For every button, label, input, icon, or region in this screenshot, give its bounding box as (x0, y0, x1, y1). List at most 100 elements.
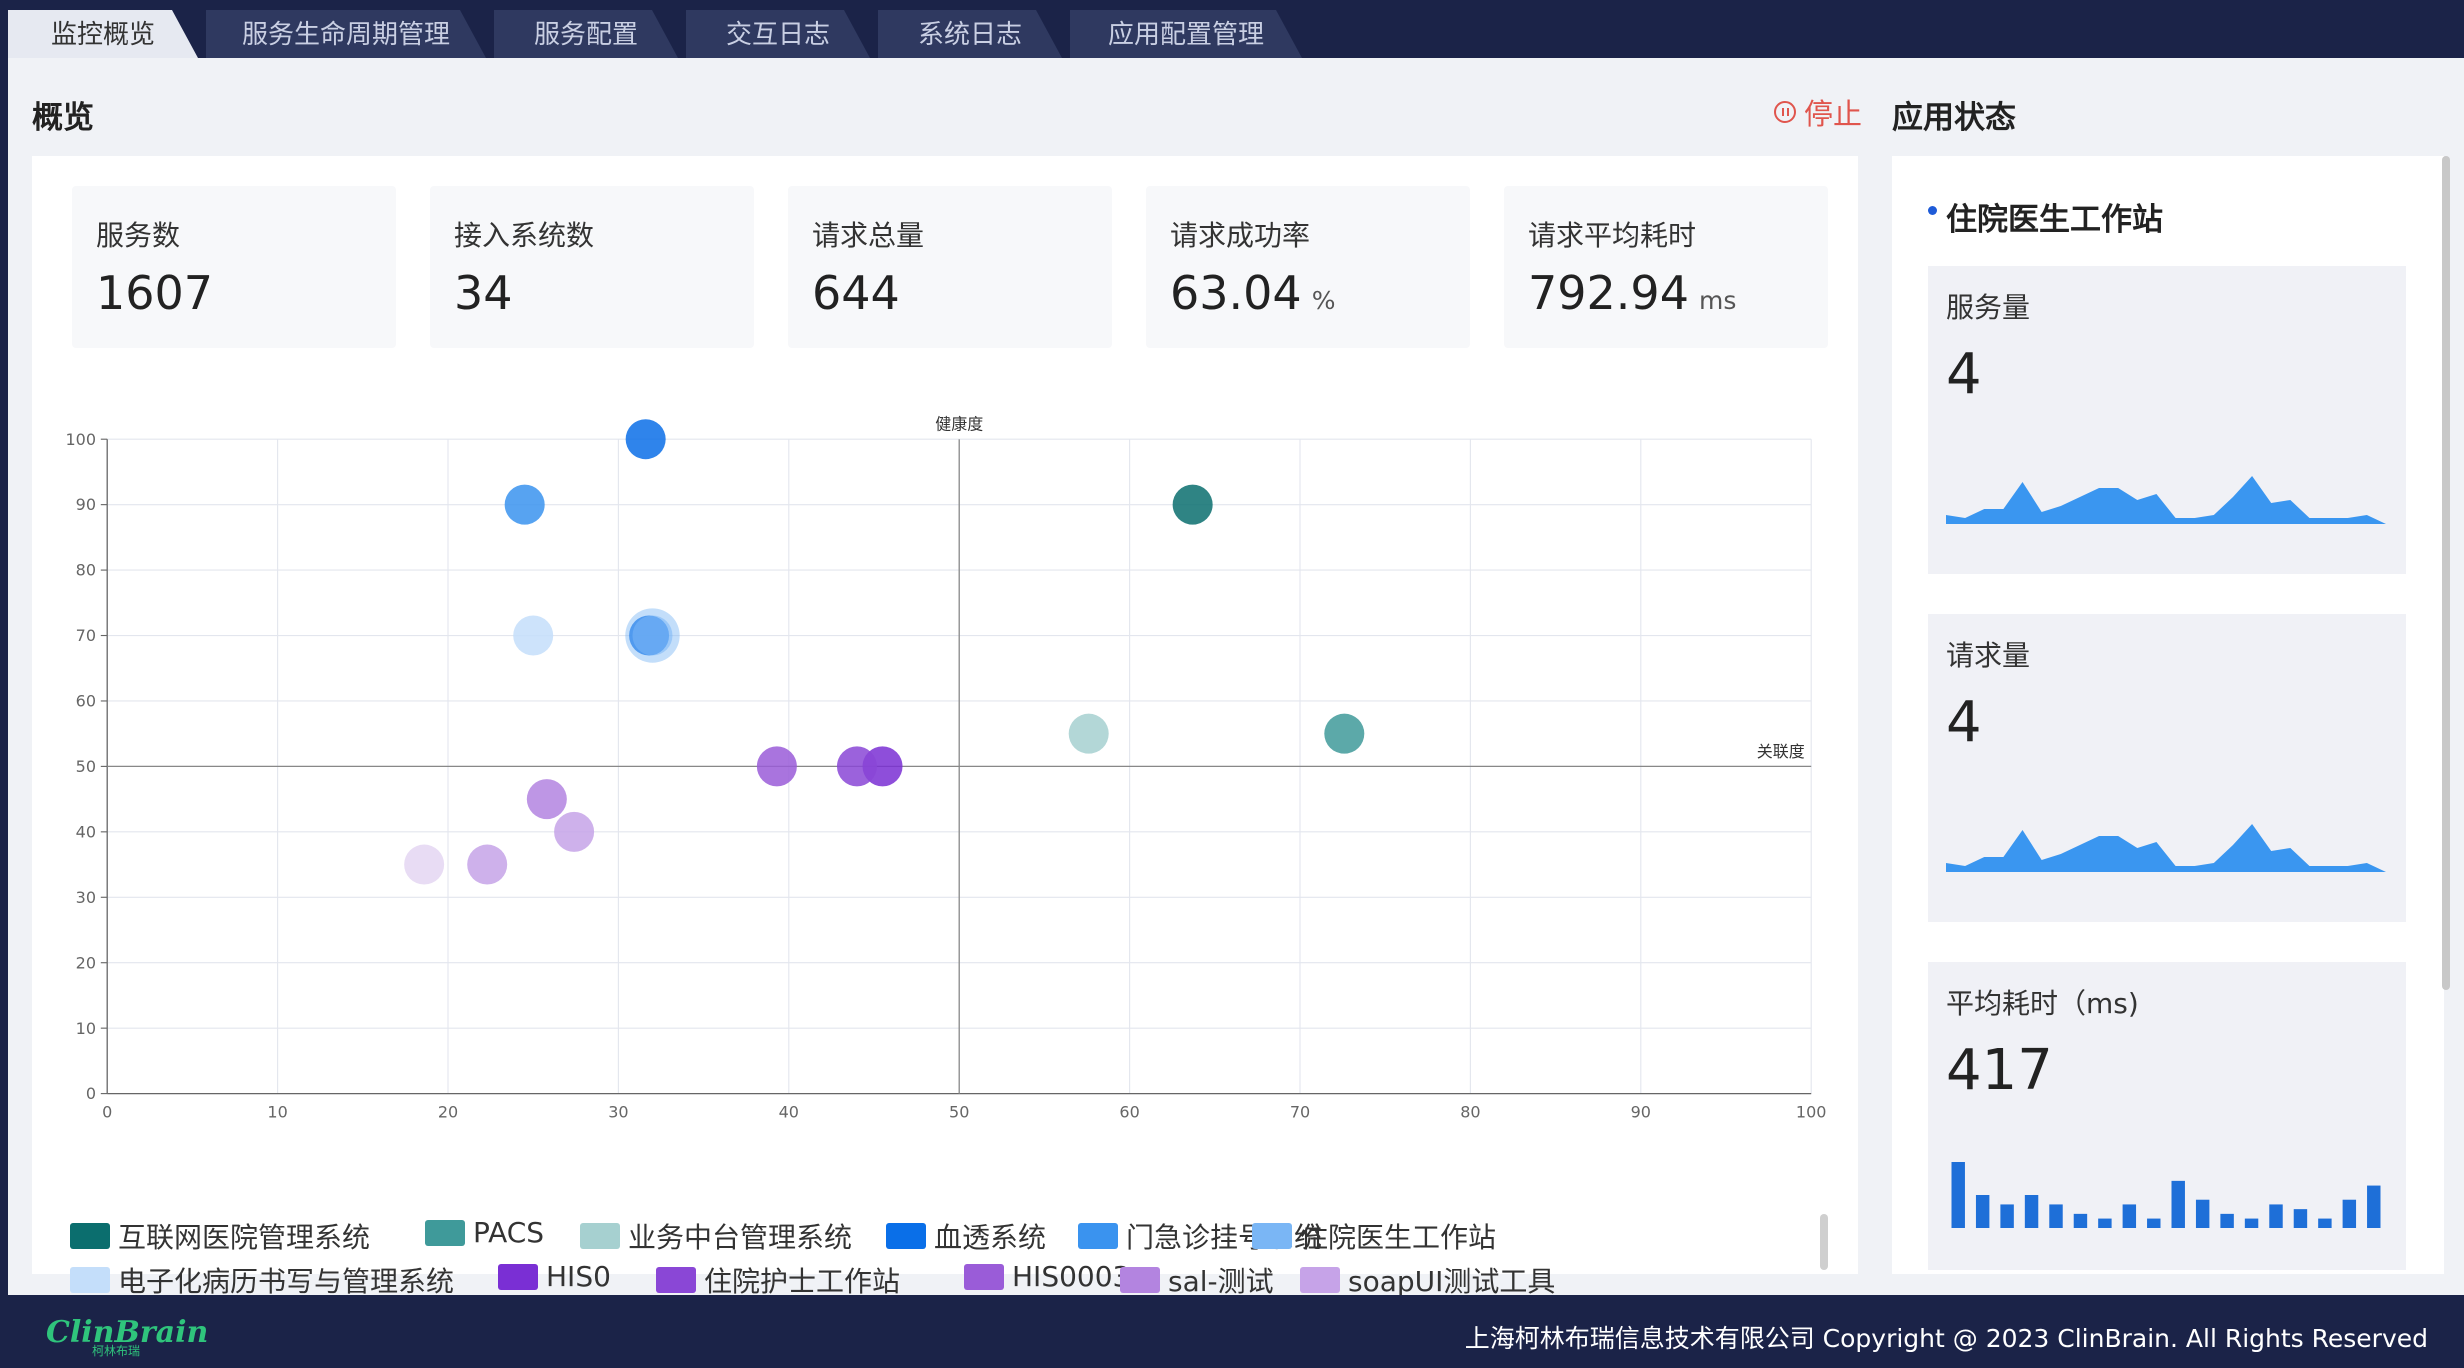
legend-label: 电子化病历书写与管理系统 (118, 1265, 455, 1298)
sparkline-bar (2244, 1218, 2259, 1228)
x-tick-label: 70 (1290, 1103, 1310, 1122)
scatter-point (756, 746, 797, 787)
metric-value: 4 (1946, 690, 1982, 755)
app-status-scrollbar[interactable] (2442, 156, 2450, 990)
y-tick-label: 90 (76, 495, 96, 514)
tab-monitor-overview[interactable]: 监控概览 (8, 10, 198, 58)
legend-item[interactable]: HIS0003 (964, 1260, 1130, 1293)
stat-card-avg-time: 请求平均耗时 792.94 ms (1504, 186, 1828, 348)
scatter-point (1068, 713, 1109, 754)
stat-card-requests: 请求总量 644 (788, 186, 1112, 348)
y-tick-label: 40 (76, 822, 96, 841)
bullet-dot-icon (1928, 206, 1937, 215)
sparkline-bar (2195, 1199, 2210, 1228)
legend-swatch (656, 1267, 696, 1293)
scatter-point (467, 844, 508, 885)
legend-item[interactable]: sal-测试 (1120, 1260, 1274, 1300)
legend-label: 住院护士工作站 (704, 1265, 901, 1298)
legend-item[interactable]: 业务中台管理系统 (580, 1216, 852, 1256)
y-tick-label: 100 (65, 430, 96, 449)
x-tick-label: 30 (608, 1103, 628, 1122)
stat-unit: ms (1698, 286, 1737, 315)
legend-item[interactable]: 电子化病历书写与管理系统 (70, 1260, 454, 1300)
x-tick-label: 100 (1796, 1103, 1827, 1122)
legend-item[interactable]: 住院护士工作站 (656, 1260, 900, 1300)
sparkline-bar (1951, 1162, 1965, 1228)
legend-label: 互联网医院管理系统 (118, 1221, 371, 1254)
stat-label: 请求总量 (812, 219, 925, 252)
sparkline-bar (2342, 1199, 2357, 1228)
health-relevance-scatter-chart: 0 10 20 30 40 50 60 70 80 90 100 0 10 20 30 40 50 60 70 80 9… (65, 415, 1826, 1122)
legend-item[interactable]: 血透系统 (886, 1216, 1046, 1256)
sparkline-bar (2098, 1218, 2112, 1228)
metric-card-service-count: 服务量 4 (1928, 266, 2406, 574)
metric-card-request-count: 请求量 4 (1928, 614, 2406, 922)
legend-swatch (498, 1263, 538, 1290)
y-tick-label: 80 (76, 561, 96, 580)
legend-label: 业务中台管理系统 (628, 1221, 853, 1254)
footer: ClinBrain 柯林布瑞 上海柯林布瑞信息技术有限公司 Copyright … (0, 1295, 2464, 1368)
legend-swatch (1078, 1223, 1118, 1249)
scatter-point (504, 484, 545, 525)
x-tick-label: 50 (949, 1103, 969, 1122)
scatter-point (526, 779, 567, 820)
scatter-point (632, 615, 673, 656)
stat-label: 请求成功率 (1170, 219, 1311, 252)
y-tick-label: 50 (76, 757, 96, 776)
tab-service-lifecycle[interactable]: 服务生命周期管理 (206, 10, 486, 58)
main-content: 概览 停止 应用状态 服务数 1607 接入系统数 34 请求总量 644 请求… (8, 58, 2464, 1298)
scatter-point (1324, 713, 1365, 754)
legend-item[interactable]: PACS (425, 1216, 544, 1249)
stat-value: 644 (812, 266, 900, 320)
scatter-point (513, 615, 554, 656)
legend-item[interactable]: 住院医生工作站 (1252, 1216, 1496, 1256)
tab-interaction-log[interactable]: 交互日志 (686, 10, 870, 58)
copyright-text: 上海柯林布瑞信息技术有限公司 Copyright @ 2023 ClinBrai… (1464, 1324, 2428, 1353)
y-tick-label: 20 (76, 953, 96, 972)
metric-label: 服务量 (1946, 291, 2031, 324)
legend-scrollbar[interactable] (1820, 1214, 1828, 1270)
metric-label: 平均耗时（ms) (1946, 987, 2139, 1020)
legend-item[interactable]: soapUI测试工具 (1300, 1260, 1555, 1300)
legend-label: sal-测试 (1168, 1265, 1274, 1298)
sparkline-bar (2293, 1209, 2308, 1228)
legend-label: HIS0 (546, 1260, 611, 1293)
overview-panel: 服务数 1607 接入系统数 34 请求总量 644 请求成功率 63.04% … (32, 156, 1858, 1298)
tab-app-config[interactable]: 应用配置管理 (1070, 10, 1302, 58)
y-tick-label: 30 (76, 888, 96, 907)
metric-label: 请求量 (1946, 639, 2031, 672)
legend-label: PACS (473, 1216, 545, 1249)
top-nav-bar: 监控概览 服务生命周期管理 服务配置 交互日志 系统日志 应用配置管理 (0, 0, 2464, 58)
legend-label: soapUI测试工具 (1348, 1265, 1556, 1298)
tab-system-log[interactable]: 系统日志 (878, 10, 1062, 58)
x-tick-label: 10 (267, 1103, 287, 1122)
legend-item[interactable]: HIS0 (498, 1260, 611, 1293)
sparkline-bar (2269, 1204, 2283, 1228)
app-status-title: 应用状态 (1892, 100, 2016, 136)
x-tick-label: 20 (438, 1103, 458, 1122)
sparkline-bar (2049, 1204, 2063, 1228)
tab-service-config[interactable]: 服务配置 (494, 10, 678, 58)
sparkline-bar (2024, 1195, 2039, 1228)
y-tick-label: 10 (76, 1019, 96, 1038)
scatter-point (1172, 484, 1213, 525)
y-tick-label: 0 (86, 1084, 96, 1103)
x-tick-label: 40 (779, 1103, 799, 1122)
legend-swatch (1300, 1267, 1340, 1293)
legend-item[interactable]: 互联网医院管理系统 (70, 1216, 370, 1256)
legend-swatch (425, 1219, 465, 1246)
legend-swatch (70, 1223, 110, 1249)
stat-label: 服务数 (96, 219, 181, 252)
legend-label: HIS0003 (1012, 1260, 1131, 1293)
x-tick-label: 80 (1460, 1103, 1480, 1122)
sparkline-bar (2171, 1180, 2185, 1228)
stat-value: 792.94 ms (1528, 266, 1737, 320)
sparkline-bar (2000, 1204, 2014, 1228)
x-axis-label: 关联度 (1757, 742, 1805, 761)
chart-plot-group: 0 10 20 30 40 50 60 70 80 90 100 0 10 20 30 40 50 60 70 80 9… (65, 415, 1826, 1122)
scatter-point (836, 746, 877, 787)
sparkline-bar (2367, 1185, 2381, 1228)
stop-button[interactable]: 停止 (1774, 91, 1862, 133)
logo-subtitle: 柯林布瑞 (92, 1344, 141, 1358)
scatter-point (404, 844, 445, 885)
